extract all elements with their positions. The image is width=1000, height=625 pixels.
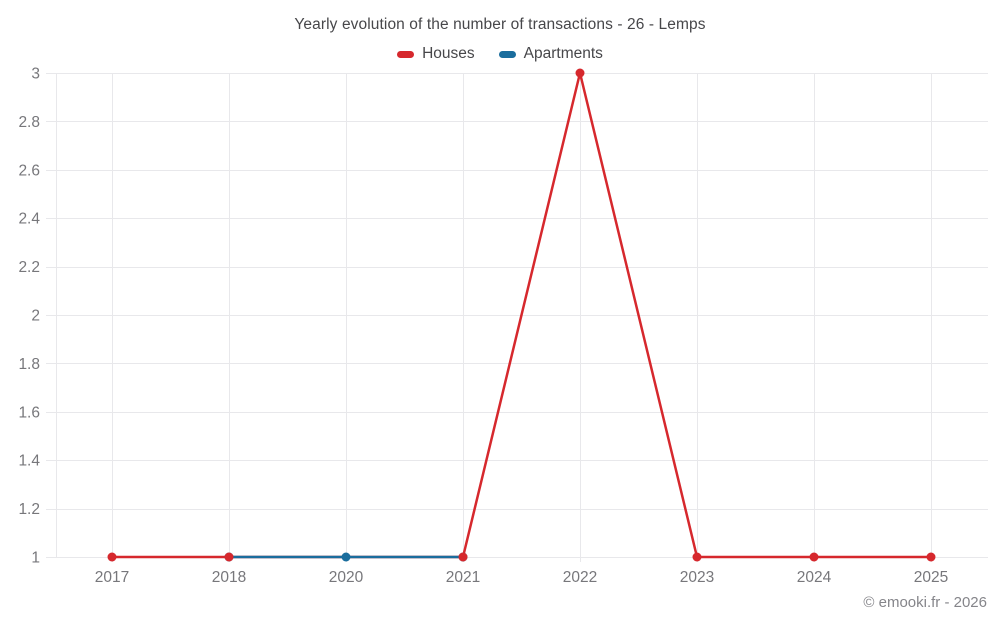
legend-label-houses: Houses	[422, 45, 475, 62]
data-point-houses-2024	[809, 552, 819, 562]
copyright-credit: © emooki.fr - 2026	[863, 594, 987, 611]
chart-title: Yearly evolution of the number of transa…	[294, 16, 706, 33]
data-point-apartments-2020	[341, 552, 351, 562]
x-axis-tick-label: 2017	[95, 569, 129, 586]
data-point-houses-2025	[926, 552, 936, 562]
y-axis-tick-label: 3	[31, 66, 40, 83]
y-axis-tick-label: 1.8	[18, 356, 40, 373]
y-axis-tick-label: 2.6	[18, 162, 40, 179]
y-axis-tick-label: 2.8	[18, 114, 40, 131]
legend-item-apartments[interactable]: Apartments	[498, 45, 603, 63]
x-axis-tick-label: 2021	[446, 569, 480, 586]
x-axis-tick-label: 2020	[329, 569, 364, 586]
data-point-houses-2021	[458, 552, 468, 562]
data-point-houses-2017	[107, 552, 117, 562]
y-axis-tick-label: 1.2	[18, 501, 40, 518]
x-axis-tick-label: 2023	[680, 569, 714, 586]
x-axis-tick-label: 2022	[563, 569, 597, 586]
houses-series-swatch-icon	[397, 50, 415, 58]
x-axis-tick-label: 2024	[797, 569, 832, 586]
y-axis-tick-label: 1	[31, 550, 40, 567]
legend: Houses Apartments	[0, 45, 1000, 63]
data-point-houses-2023	[692, 552, 702, 562]
legend-item-houses[interactable]: Houses	[397, 45, 475, 63]
data-point-houses-2018	[224, 552, 234, 562]
y-axis-tick-label: 1.6	[18, 404, 40, 421]
y-axis-tick-label: 2	[31, 308, 40, 325]
x-axis-tick-label: 2018	[212, 569, 246, 586]
legend-label-apartments: Apartments	[523, 45, 603, 62]
apartments-series-swatch-icon	[498, 50, 516, 58]
y-axis-tick-label: 2.2	[18, 259, 40, 276]
y-axis-tick-label: 1.4	[18, 453, 40, 470]
data-point-houses-2022	[575, 68, 585, 78]
y-axis-tick-label: 2.4	[18, 211, 40, 228]
x-axis-tick-label: 2025	[914, 569, 948, 586]
